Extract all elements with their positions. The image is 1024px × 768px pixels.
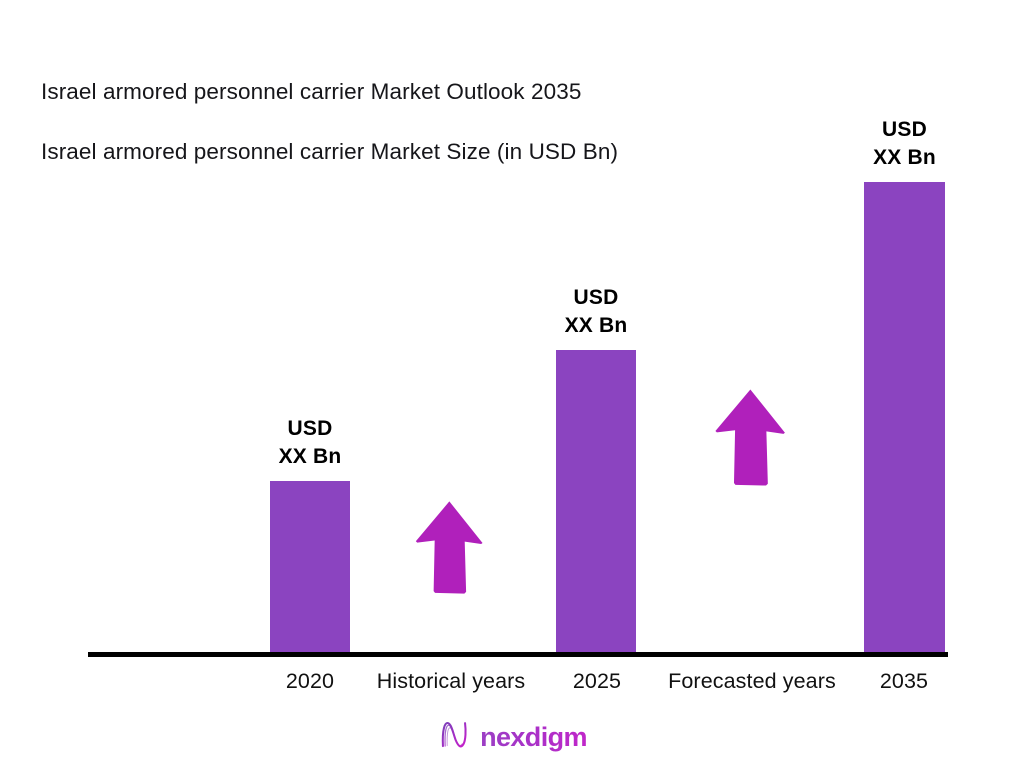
axis-label-2035: 2035 — [879, 669, 929, 693]
bar-value-label-2025-line2: XX Bn — [564, 313, 628, 337]
axis-label-forecasted-years: Forecasted years — [668, 669, 836, 693]
bar-2020 — [270, 481, 350, 657]
bar-value-label-2020-line2: XX Bn — [278, 444, 342, 468]
bar-value-label-2020-line1: USD — [287, 417, 333, 440]
growth-arrow-forecast-icon — [713, 388, 787, 487]
title-block: Israel armored personnel carrier Market … — [41, 78, 901, 166]
axis-label-historical-years: Historical years — [376, 669, 526, 693]
growth-arrow-historical-icon — [414, 500, 484, 595]
axis-label-2020: 2020 — [285, 669, 335, 693]
chart-subtitle: Israel armored personnel carrier Market … — [41, 139, 619, 165]
bar-value-label-2025-line1: USD — [573, 286, 619, 309]
bar-value-label-2025: USD XX Bn — [516, 284, 676, 339]
x-axis-line — [88, 652, 948, 657]
bar-2035 — [864, 182, 945, 657]
nexdigm-logo: nexdigm — [0, 718, 1024, 757]
bar-value-label-2035-line1: USD — [882, 118, 927, 141]
nexdigm-n-mark-icon — [437, 718, 471, 757]
bar-2025 — [556, 350, 636, 657]
chart-title: Israel armored personnel carrier Market … — [41, 79, 582, 104]
bar-value-label-2035-line2: XX Bn — [873, 145, 936, 169]
bar-value-label-2020: USD XX Bn — [230, 415, 390, 470]
bar-value-label-2035: USD XX Bn — [825, 116, 985, 171]
nexdigm-logo-text: nexdigm — [480, 722, 587, 752]
axis-label-2025: 2025 — [572, 669, 622, 693]
